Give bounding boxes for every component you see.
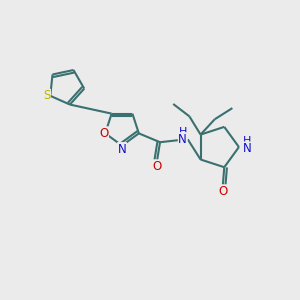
Text: N: N [178, 133, 187, 146]
Text: O: O [99, 127, 108, 140]
Text: O: O [152, 160, 162, 173]
Text: H: H [178, 127, 187, 136]
Text: N: N [118, 142, 126, 156]
Text: O: O [218, 185, 227, 198]
Text: H: H [243, 136, 251, 146]
Text: N: N [243, 142, 251, 155]
Text: S: S [43, 89, 50, 102]
